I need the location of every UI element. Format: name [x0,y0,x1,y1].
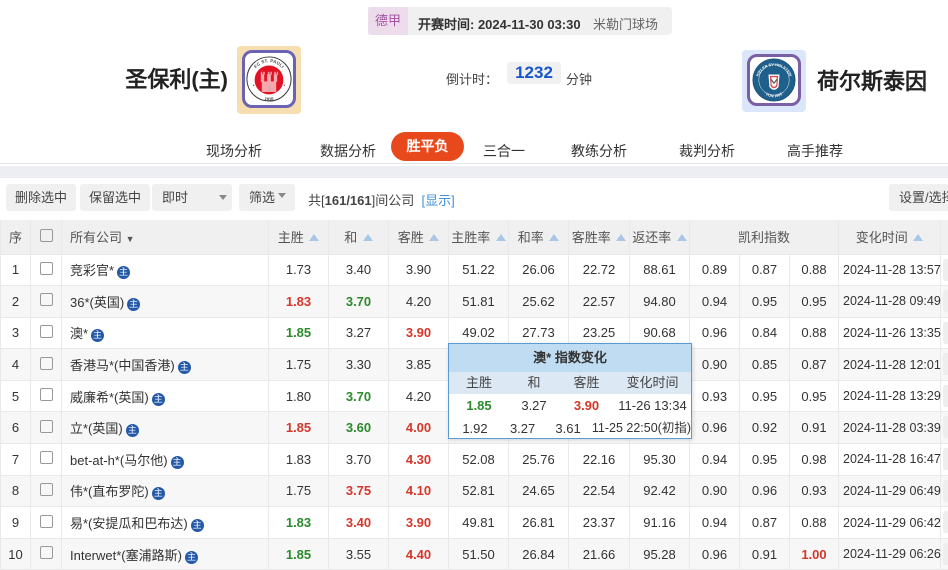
svg-text:1910: 1910 [264,96,275,102]
